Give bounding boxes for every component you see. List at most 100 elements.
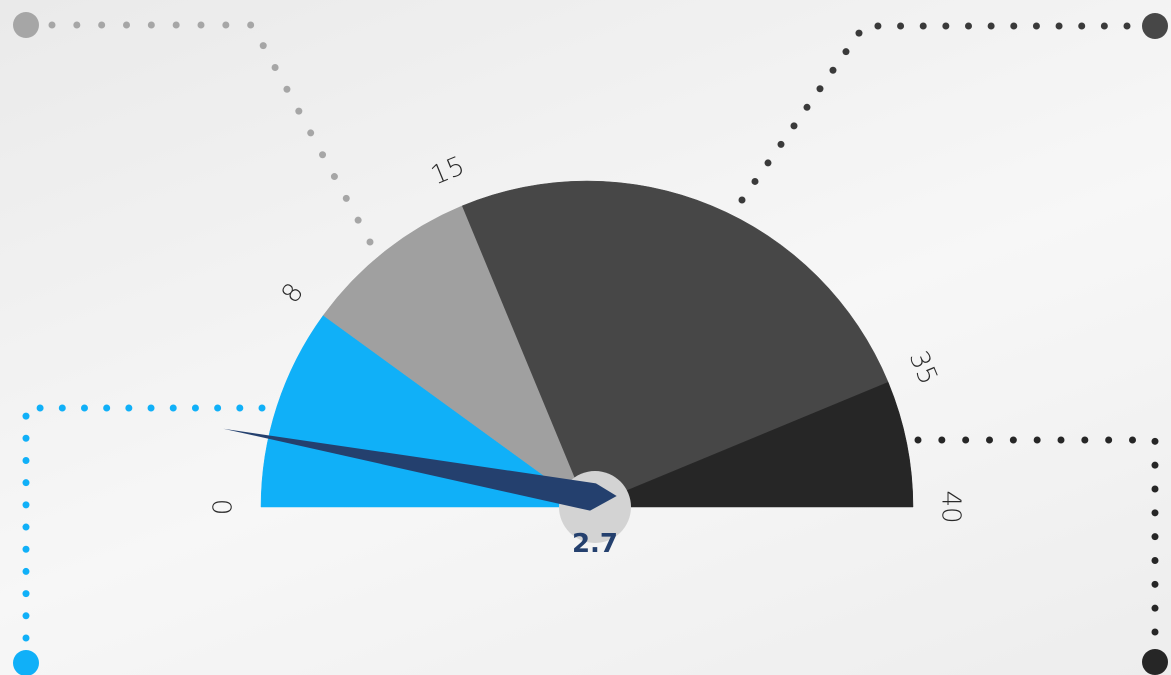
connector-top-left-dot	[172, 21, 180, 29]
gauge-band-0	[260, 315, 588, 508]
tick-label: 40	[936, 490, 966, 523]
connector-top-left-dot	[354, 216, 362, 224]
connector-top-left-dot	[330, 173, 338, 181]
connector-end-dot	[1142, 13, 1168, 39]
connector-top-right-dot	[1078, 22, 1086, 30]
connector-top-right-dot	[942, 22, 950, 30]
connector-bottom-left-dot	[22, 501, 30, 509]
connector-bottom-left-dot	[22, 523, 30, 531]
connector-end-dot	[1142, 649, 1168, 675]
tick-label: 35	[903, 347, 943, 389]
connector-bottom-left-dot	[22, 612, 30, 620]
connector-top-left-dot	[222, 21, 230, 29]
connector-top-right-dot	[855, 29, 863, 37]
connector-bottom-left-dot	[236, 404, 244, 412]
connector-top-right-dot	[790, 122, 798, 130]
connector-bottom-right-dot	[1151, 485, 1159, 493]
connector-bottom-left-dot	[22, 412, 30, 420]
connector-top-left-dot	[73, 21, 81, 29]
connector-top-right-dot	[1010, 22, 1018, 30]
connector-top-left-dot	[342, 194, 350, 202]
gauge-band-1	[322, 205, 588, 508]
connector-top-right-dot	[751, 177, 759, 185]
connector-top-left-dot	[147, 21, 155, 29]
connector-bottom-left-dot	[214, 404, 222, 412]
connector-bottom-right-dot	[914, 436, 922, 444]
connector-top-right-dot	[1032, 22, 1040, 30]
connector-bottom-right-dot	[1081, 436, 1089, 444]
connector-top-left-dot	[247, 21, 255, 29]
connector-bottom-left-dot	[169, 404, 177, 412]
connector-top-right-dot	[1055, 22, 1063, 30]
connector-bottom-left-dot	[22, 590, 30, 598]
connector-end-dot	[13, 650, 39, 675]
connector-bottom-right-dot	[1105, 436, 1113, 444]
connector-top-left-dot	[319, 151, 327, 159]
connector-top-right-dot	[897, 22, 905, 30]
connector-bottom-right-dot	[1151, 604, 1159, 612]
connector-top-left-dot	[295, 107, 303, 115]
connector-bottom-right-dot	[1151, 533, 1159, 541]
gauge-band-3	[586, 381, 914, 508]
connector-bottom-right-dot	[1151, 557, 1159, 564]
connector-bottom-left-dot	[22, 479, 30, 487]
connector-top-left-dot	[271, 63, 279, 71]
tick-label: 0	[209, 499, 239, 516]
connector-top-left-dot	[283, 85, 291, 93]
connector-top-right-dot	[829, 66, 837, 74]
connector-bottom-left-dot	[36, 404, 44, 412]
connector-bottom-right-dot	[1151, 580, 1159, 588]
connector-bottom-left-dot	[22, 545, 30, 553]
connector-bottom-right-dot	[938, 436, 946, 444]
tick-label: 8	[276, 278, 310, 309]
gauge-value-label: 2.7	[572, 529, 618, 559]
connector-bottom-left-dot	[22, 567, 30, 575]
tick-label: 15	[427, 151, 469, 191]
connector-bottom-right-dot	[962, 436, 970, 444]
connector-top-left-dot	[366, 238, 374, 246]
connector-bottom-right-dot	[1129, 436, 1136, 444]
connector-top-right-dot	[1123, 22, 1131, 30]
connector-top-left-dot	[48, 21, 56, 29]
connector-top-left-dot	[307, 129, 315, 137]
connector-top-right-dot	[987, 22, 995, 30]
gauge-band-2	[461, 180, 889, 508]
connector-bottom-left-dot	[22, 434, 30, 442]
connector-bottom-left-dot	[258, 404, 266, 412]
connector-top-right-dot	[842, 48, 850, 56]
connector-bottom-right-dot	[1151, 509, 1159, 517]
connector-top-right-dot	[803, 103, 811, 111]
connector-bottom-right-dot	[1151, 437, 1159, 445]
connector-bottom-left-dot	[22, 634, 30, 642]
connector-top-left-dot	[98, 21, 106, 29]
connector-bottom-left-dot	[147, 404, 155, 412]
connector-top-right-dot	[816, 85, 824, 93]
connector-bottom-left-dot	[22, 456, 30, 464]
connector-bottom-left-dot	[125, 404, 133, 412]
connector-top-right-dot	[777, 140, 785, 148]
connector-bottom-right-dot	[1009, 436, 1017, 444]
connector-bottom-right-dot	[1151, 461, 1159, 469]
connector-bottom-right-dot	[1033, 436, 1041, 444]
connector-bottom-left-dot	[80, 404, 88, 412]
connector-bottom-left-dot	[191, 404, 199, 412]
connector-top-left-dot	[259, 42, 267, 50]
connector-bottom-left-dot	[103, 404, 111, 412]
connector-bottom-left-dot	[58, 404, 66, 412]
connector-bottom-right-dot	[986, 436, 993, 444]
gauge-bands	[260, 180, 914, 508]
connector-top-right-dot	[919, 22, 927, 30]
connector-top-right-dot	[1100, 22, 1108, 30]
connector-top-left-dot	[123, 21, 131, 29]
connector-top-right-dot	[738, 196, 746, 204]
connector-bottom-right-dot	[1057, 436, 1065, 444]
gauge-needle-layer	[223, 428, 631, 543]
connector-top-right-dot	[874, 22, 882, 30]
decorative-connectors	[13, 12, 1168, 675]
connector-end-dot	[13, 12, 39, 38]
connector-bottom-right-dot	[1151, 628, 1159, 636]
connector-top-left-dot	[197, 21, 205, 29]
connector-top-right-dot	[964, 22, 972, 30]
gauge-needle	[223, 428, 617, 511]
